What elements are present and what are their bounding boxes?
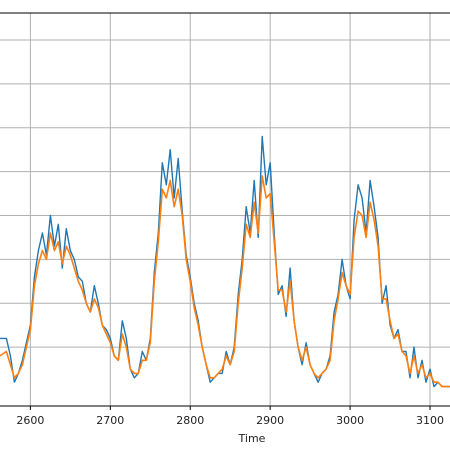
x-tick-label: 2700	[96, 414, 124, 427]
x-tick-label: 3100	[416, 414, 444, 427]
x-tick-label: 2600	[16, 414, 44, 427]
series-line-1	[0, 135, 450, 388]
x-axis-label: Time	[238, 432, 266, 445]
x-tick-label: 2900	[256, 414, 284, 427]
x-axis-ticks: 2600 2700 2800 2900 3000 3100	[16, 406, 444, 427]
grid	[0, 13, 450, 406]
series-line-2	[0, 175, 450, 388]
x-tick-label: 2800	[176, 414, 204, 427]
x-tick-label: 3000	[336, 414, 364, 427]
series-group	[0, 135, 450, 388]
